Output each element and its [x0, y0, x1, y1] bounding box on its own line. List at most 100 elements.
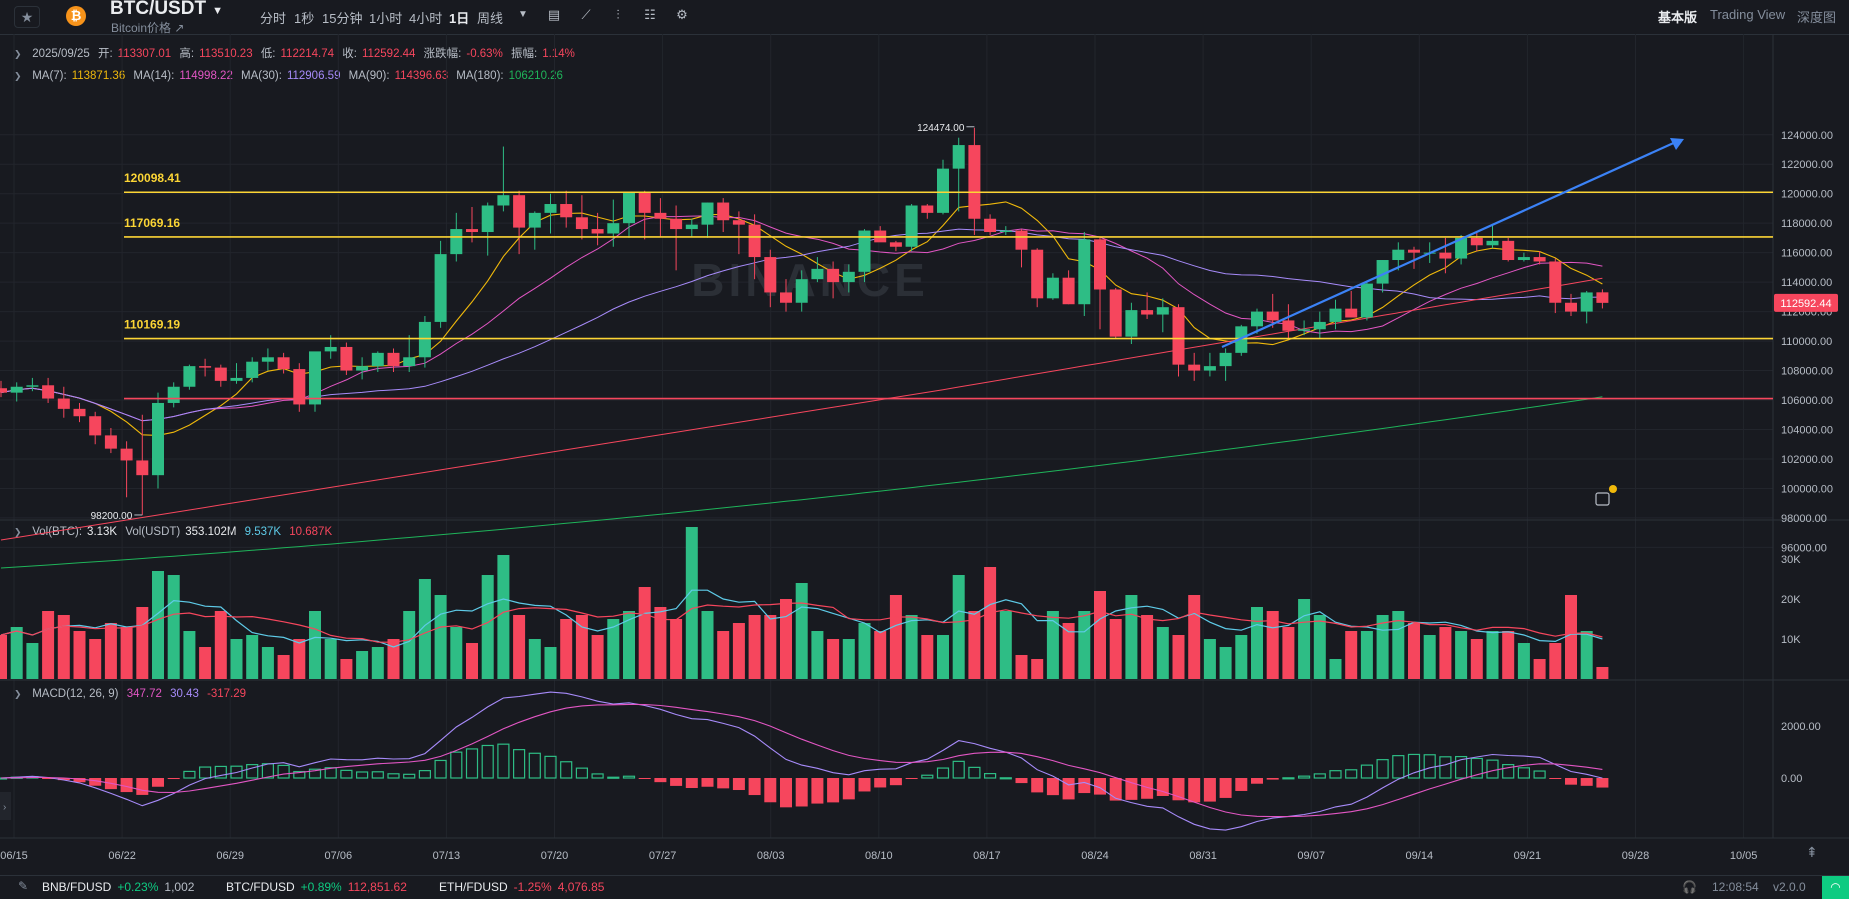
volume-bar: [937, 635, 949, 679]
macd-hist-bar: [1219, 778, 1232, 798]
volume-bar: [466, 643, 478, 679]
macd-info-line: ❯ MACD(12, 26, 9) 347.72 30.43 -317.29: [14, 688, 251, 700]
tab-timeframe-time[interactable]: 分时: [260, 11, 287, 26]
view-tradingview-button[interactable]: Trading View: [1710, 7, 1786, 22]
volume-bar: [1439, 627, 1452, 679]
candle: [780, 292, 792, 303]
volume-bar: [1408, 623, 1420, 679]
top-toolbar: ★ ₿ BTC/USDT ▼ Bitcoin价格 ↗ 分时 1秒 15分钟 1小时…: [0, 0, 1849, 35]
macd-hist-bar: [371, 771, 384, 779]
macd-hist-bar: [293, 770, 306, 779]
macd-hist-bar: [42, 778, 55, 779]
drawing-tools-icon[interactable]: ☷: [644, 7, 656, 22]
favorite-star-icon[interactable]: ★: [14, 6, 40, 28]
view-depth-button[interactable]: 深度图: [1797, 10, 1837, 25]
candle: [1078, 239, 1091, 305]
connection-wifi-icon[interactable]: ◠: [1822, 876, 1849, 899]
macd-hist-bar: [1156, 778, 1169, 796]
volume-bar: [1282, 627, 1295, 679]
price-tick-label: 114000.00: [1781, 277, 1832, 289]
macd-hist-bar: [1345, 769, 1358, 779]
tab-timeframe-week[interactable]: 周线: [477, 11, 504, 26]
macd-hist-bar: [1188, 778, 1201, 803]
candle: [591, 229, 604, 234]
edit-pen-icon[interactable]: ✎: [18, 879, 29, 893]
macd-hist-bar: [607, 776, 620, 779]
more-timeframes-chevron-icon[interactable]: ▼: [518, 9, 528, 20]
collapse-caret-icon[interactable]: ❯: [14, 689, 22, 699]
candle: [1580, 292, 1593, 312]
volume-ma1-line: [0, 589, 1603, 648]
macd-hist-bar: [1062, 778, 1075, 800]
volume-bar: [1046, 611, 1059, 679]
macd-hist-bar: [1109, 778, 1122, 801]
macd-hist-bar: [183, 770, 196, 779]
candle: [1109, 289, 1122, 337]
volume-tick-label: 20K: [1781, 594, 1801, 606]
price-tick-label: 116000.00: [1781, 248, 1832, 260]
version-text: v2.0.0: [1773, 880, 1806, 894]
date-tick-label: 08/24: [1081, 850, 1109, 862]
tab-timeframe-1d[interactable]: 1日: [449, 11, 470, 26]
candle: [450, 229, 463, 255]
volume-bar: [450, 627, 463, 679]
candle: [277, 357, 290, 370]
macd-hist-bar: [748, 778, 761, 796]
volume-bar: [1062, 623, 1075, 679]
volume-bars: [0, 527, 1609, 679]
ticker-btc[interactable]: BTC/FDUSD +0.89% 112,851.62: [226, 880, 407, 894]
view-basic-button[interactable]: 基本版: [1658, 10, 1698, 25]
indicator-chart-icon[interactable]: ⟋: [581, 7, 591, 22]
date-tick-label: 06/29: [216, 850, 244, 862]
settings-gear-icon[interactable]: ⚙: [676, 7, 688, 22]
collapse-caret-icon[interactable]: ❯: [14, 49, 22, 59]
tab-timeframe-1s[interactable]: 1秒: [294, 11, 315, 26]
headset-icon[interactable]: 🎧: [1682, 880, 1697, 894]
macd-dea-line: [0, 703, 1603, 818]
candle: [104, 435, 117, 449]
volume-bar: [764, 615, 777, 679]
macd-hist-bar: [560, 761, 573, 779]
candle: [670, 218, 683, 230]
volume-bar: [811, 631, 824, 679]
volume-bar: [1156, 627, 1169, 679]
volume-bar: [73, 631, 86, 679]
collapse-left-icon[interactable]: ›: [0, 792, 11, 820]
axis-settings-icon[interactable]: ⇞: [1806, 844, 1818, 860]
candle: [120, 448, 133, 461]
candle: [1533, 257, 1546, 262]
candle-type-icon[interactable]: ⫶: [616, 7, 620, 22]
collapse-caret-icon[interactable]: ❯: [14, 71, 22, 81]
ohlc-info-line: ❯ 2025/09/25 开: 113307.01 高: 113510.23 低: 1…: [14, 45, 580, 61]
candle: [528, 212, 541, 228]
notes-icon[interactable]: [1595, 485, 1617, 506]
volume-bar: [293, 639, 306, 679]
macd-hist-bar: [952, 760, 965, 779]
collapse-caret-icon[interactable]: ❯: [14, 527, 22, 537]
date-tick-label: 07/20: [541, 850, 569, 862]
volume-bar: [1188, 595, 1201, 679]
candlestick-chart[interactable]: BINANCE 120098.41 117069.16 110169.19 12447…: [0, 34, 1849, 874]
macd-hist-bar: [842, 778, 855, 800]
volume-bar: [827, 639, 840, 679]
ticker-eth[interactable]: ETH/FDUSD -1.25% 4,076.85: [439, 880, 604, 894]
candle: [1502, 240, 1515, 261]
pair-selector[interactable]: BTC/USDT ▼: [110, 0, 223, 20]
macd-hist-bar: [1565, 778, 1577, 785]
macd-hist-bar: [1094, 778, 1106, 795]
macd-hist-bar: [936, 767, 950, 779]
candle: [183, 366, 196, 387]
tab-timeframe-4h[interactable]: 4小时: [409, 11, 443, 26]
volume-bar: [1549, 643, 1562, 679]
ticker-bnb[interactable]: BNB/FDUSD +0.23% 1,002: [42, 880, 194, 894]
calendar-icon[interactable]: ▤: [547, 7, 561, 22]
ma7-label: MA(7):: [32, 70, 67, 82]
pair-subtitle-link[interactable]: Bitcoin价格 ↗: [111, 21, 185, 35]
volume-bar: [387, 639, 400, 679]
volume-bar: [261, 647, 274, 679]
tab-timeframe-15m[interactable]: 15分钟: [322, 11, 363, 26]
tab-timeframe-1h[interactable]: 1小时: [369, 11, 403, 26]
candle: [1360, 283, 1373, 318]
volume-bar: [858, 623, 871, 679]
price-tick-label: 122000.00: [1781, 159, 1833, 171]
